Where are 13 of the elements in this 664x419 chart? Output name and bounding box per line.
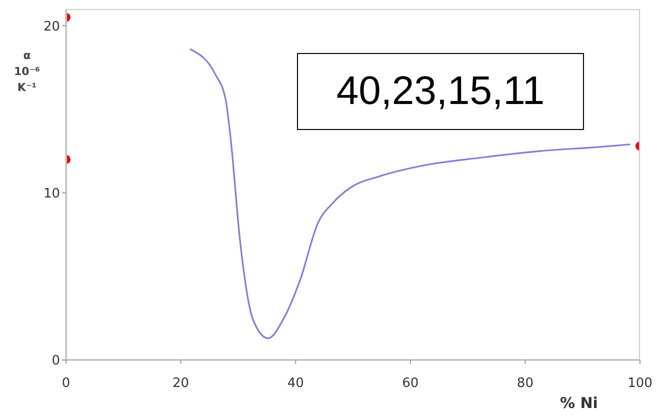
x-tick-label: 60	[402, 376, 419, 392]
line-series	[189, 48, 632, 340]
x-tick-label: 20	[172, 376, 190, 392]
x-tick-label: 100	[628, 376, 652, 392]
x-tick-label: 0	[62, 376, 70, 392]
y-tick-label: 10	[43, 186, 60, 202]
x-tick-label: 80	[516, 376, 534, 392]
y-tick-label: 20	[43, 19, 60, 34]
annotation: 40,23,15,11	[297, 53, 584, 130]
x-axis-title: % Ni	[560, 394, 598, 412]
y-axis-title: α 10⁻⁶ K⁻¹	[13, 48, 41, 96]
y-tick-label: 0	[52, 354, 60, 369]
x-tick-label: 40	[287, 376, 304, 392]
